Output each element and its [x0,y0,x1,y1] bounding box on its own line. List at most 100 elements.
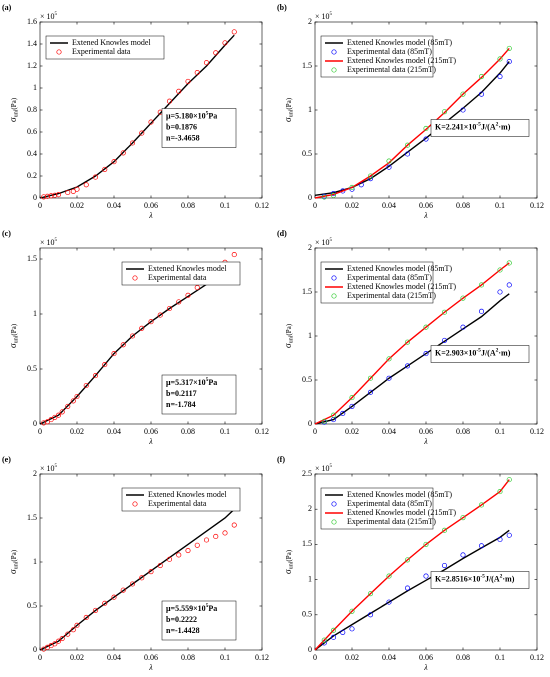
data-point [102,362,108,368]
data-point [506,532,512,538]
legend-box [121,487,241,512]
model-line [314,262,510,425]
y-tick-label: 0.8 [27,105,37,114]
y-label-sub: uni [14,561,20,569]
data-point [340,188,346,194]
data-point [423,125,429,132]
x-tick-label: 0.02 [345,653,359,662]
data-point [92,607,99,613]
data-point [70,398,76,404]
legend-label: Extened Knowles model (215mT) [347,56,456,65]
annotation-segment: ·m) [498,122,510,131]
x-tick-label: 0 [313,427,317,436]
x-tick-label: 0.04 [107,427,121,436]
panel-label: (d) [277,229,287,238]
axis-multiplier: × 105 [40,464,58,473]
y-label-unit: (Pa) [10,323,18,335]
data-point [166,556,173,562]
annotation-segment: K=2.8516×10 [435,574,480,583]
legend-marker [331,275,337,281]
data-point [129,581,136,587]
model-line [314,529,510,651]
data-point [386,573,392,579]
x-tick-label: 0.06 [419,201,433,210]
y-tick-label: 1 [33,83,37,92]
multiplier-base: × 10 [40,12,55,21]
legend-marker [331,67,337,73]
data-point [44,419,50,425]
multiplier-exp: 5 [55,238,58,243]
data-point [52,641,58,647]
y-label-unit: (Pa) [10,97,18,109]
x-tick-label: 0.04 [382,427,396,436]
model-line [39,34,235,199]
data-point [55,638,62,644]
legend-label: Extened Knowles model (85mT) [347,38,452,47]
data-point [231,522,237,528]
data-point [404,557,411,563]
annotation-segment: μ=5.559×10 [166,604,206,613]
axis-multiplier: × 105 [40,238,58,247]
multiplier-base: × 10 [40,238,55,247]
annotation-sup: 5 [206,111,209,117]
data-point [441,527,448,533]
y-tick-label: 1 [308,331,312,340]
data-point [83,614,89,620]
y-tick-label: 2 [308,504,312,513]
annotation-text: b=0.2117 [166,389,197,398]
data-point [367,612,374,618]
x-tick-label: 0.02 [70,427,84,436]
legend-label: Experimental data [72,47,131,56]
annotation-segment: μ=5.317×10 [166,378,206,387]
annotation-sup: -5 [476,122,481,128]
annotation-segment: ·m) [502,574,514,583]
x-tick-label: 0.02 [70,653,84,662]
panel-label: (c) [2,229,11,238]
y-tick-label: 0.5 [302,375,312,384]
data-point [349,395,355,401]
data-point [460,324,466,330]
y-label-symbol: σ [8,117,18,122]
y-label-unit: (Pa) [285,549,293,561]
data-point [65,631,71,637]
data-point [497,267,503,273]
legend-label: Extened Knowles model (215mT) [347,282,456,291]
data-point [506,282,512,288]
data-point [222,530,228,536]
data-point [404,339,411,345]
y-label-symbol: σ [8,569,18,574]
y-tick-label: 2 [308,17,312,26]
data-point [404,585,411,591]
y-tick-label: 1.6 [27,17,37,26]
y-tick-label: 2 [308,243,312,252]
y-axis-label: σuni(Pa) [8,549,20,574]
annotation-segment: Pa [208,378,217,387]
x-axis-label: λ [423,211,428,220]
x-tick-label: 0.02 [70,201,84,210]
x-tick-label: 0.1 [495,653,505,662]
data-point [55,192,62,198]
data-point [120,150,126,156]
legend-marker [56,49,62,55]
model-line [314,47,510,199]
data-point [176,299,182,305]
data-point [367,389,374,395]
annotation-text: b=0.1876 [166,122,197,131]
model-line [314,293,510,425]
data-point [157,312,163,318]
annotation-box [161,108,237,148]
y-tick-label: 1 [33,557,37,566]
x-tick-label: 0.04 [382,653,396,662]
data-point [74,622,80,628]
annotation-segment: Pa [208,604,217,613]
legend-marker [331,293,337,299]
annotation-sup: 5 [206,377,209,383]
data-point [386,375,392,381]
x-tick-label: 0.06 [419,427,433,436]
data-point [111,594,117,600]
data-point [321,418,327,424]
legend-label: Experimental data (85mT) [347,273,432,282]
multiplier-exp: 5 [330,12,333,17]
annotation-segment: K=2.903×10 [435,348,476,357]
